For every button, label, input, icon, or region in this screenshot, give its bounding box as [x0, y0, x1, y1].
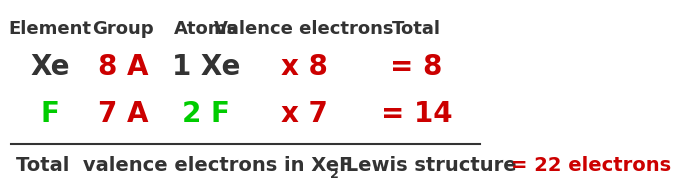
Text: Total  valence electrons in XeF: Total valence electrons in XeF: [16, 156, 353, 175]
Text: Xe: Xe: [30, 53, 70, 81]
Text: 2: 2: [330, 168, 339, 181]
Text: = 8: = 8: [390, 53, 443, 81]
Text: 2 F: 2 F: [183, 100, 231, 128]
Text: 7 A: 7 A: [98, 100, 149, 128]
Text: 8 A: 8 A: [98, 53, 149, 81]
Text: = 22 electrons: = 22 electrons: [511, 156, 671, 175]
Text: Valence electrons: Valence electrons: [214, 20, 394, 38]
Text: F: F: [40, 100, 59, 128]
Text: x 8: x 8: [280, 53, 328, 81]
Text: Element: Element: [9, 20, 92, 38]
Text: x 7: x 7: [280, 100, 328, 128]
Text: Group: Group: [92, 20, 154, 38]
Text: = 14: = 14: [381, 100, 452, 128]
Text: Lewis structure: Lewis structure: [338, 156, 523, 175]
Text: 1 Xe: 1 Xe: [173, 53, 241, 81]
Text: Atoms: Atoms: [175, 20, 239, 38]
Text: Total: Total: [392, 20, 441, 38]
